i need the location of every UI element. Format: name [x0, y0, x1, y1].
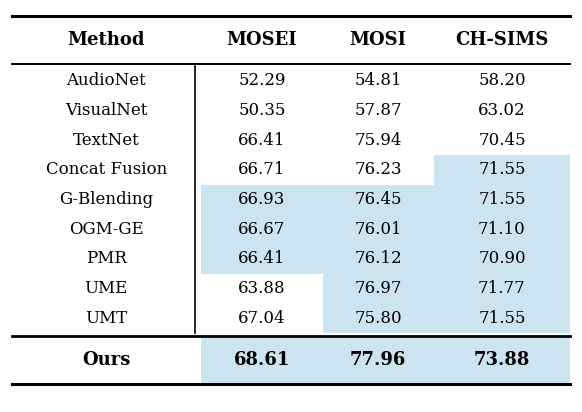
- Text: Method: Method: [68, 31, 145, 49]
- Text: G-Blending: G-Blending: [59, 191, 153, 208]
- Text: VisualNet: VisualNet: [65, 102, 147, 119]
- Text: UMT: UMT: [85, 309, 127, 327]
- Bar: [201, 185, 323, 214]
- Bar: [434, 336, 570, 384]
- Bar: [434, 244, 570, 274]
- Text: 77.96: 77.96: [350, 351, 406, 369]
- Bar: [323, 244, 434, 274]
- Bar: [434, 214, 570, 244]
- Text: 76.12: 76.12: [354, 250, 402, 267]
- Text: 54.81: 54.81: [354, 72, 402, 89]
- Text: 75.94: 75.94: [354, 131, 402, 149]
- Text: 58.20: 58.20: [478, 72, 526, 89]
- Text: 66.93: 66.93: [238, 191, 286, 208]
- Text: 76.97: 76.97: [354, 280, 402, 297]
- Text: 71.55: 71.55: [478, 161, 526, 178]
- Text: 71.55: 71.55: [478, 309, 526, 327]
- Text: UME: UME: [84, 280, 128, 297]
- Bar: [323, 336, 434, 384]
- Bar: [434, 303, 570, 333]
- Text: 66.71: 66.71: [238, 161, 286, 178]
- Text: 63.02: 63.02: [478, 102, 526, 119]
- Text: 76.01: 76.01: [354, 220, 402, 238]
- Text: 71.10: 71.10: [478, 220, 526, 238]
- Text: 52.29: 52.29: [238, 72, 286, 89]
- Text: 71.77: 71.77: [478, 280, 526, 297]
- Text: 57.87: 57.87: [354, 102, 402, 119]
- Text: Ours: Ours: [82, 351, 130, 369]
- Text: 68.61: 68.61: [234, 351, 290, 369]
- Text: AudioNet: AudioNet: [66, 72, 146, 89]
- Text: 50.35: 50.35: [238, 102, 286, 119]
- Text: 76.23: 76.23: [354, 161, 402, 178]
- Bar: [201, 336, 323, 384]
- Text: 70.45: 70.45: [478, 131, 526, 149]
- Text: 67.04: 67.04: [238, 309, 286, 327]
- Text: CH-SIMS: CH-SIMS: [455, 31, 549, 49]
- Bar: [323, 214, 434, 244]
- Bar: [434, 185, 570, 214]
- Bar: [434, 155, 570, 185]
- Bar: [201, 244, 323, 274]
- Text: PMR: PMR: [86, 250, 127, 267]
- Bar: [323, 274, 434, 303]
- Text: 66.41: 66.41: [238, 250, 286, 267]
- Text: 66.41: 66.41: [238, 131, 286, 149]
- Text: 71.55: 71.55: [478, 191, 526, 208]
- Bar: [201, 214, 323, 244]
- Text: 73.88: 73.88: [474, 351, 530, 369]
- Text: 70.90: 70.90: [478, 250, 526, 267]
- Text: 75.80: 75.80: [354, 309, 402, 327]
- Bar: [323, 303, 434, 333]
- Text: 63.88: 63.88: [238, 280, 286, 297]
- Bar: [434, 274, 570, 303]
- Bar: [323, 185, 434, 214]
- Text: OGM-GE: OGM-GE: [69, 220, 144, 238]
- Text: MOSI: MOSI: [350, 31, 407, 49]
- Text: TextNet: TextNet: [73, 131, 140, 149]
- Text: 76.45: 76.45: [354, 191, 402, 208]
- Text: 66.67: 66.67: [238, 220, 286, 238]
- Text: Concat Fusion: Concat Fusion: [45, 161, 167, 178]
- Text: MOSEI: MOSEI: [226, 31, 297, 49]
